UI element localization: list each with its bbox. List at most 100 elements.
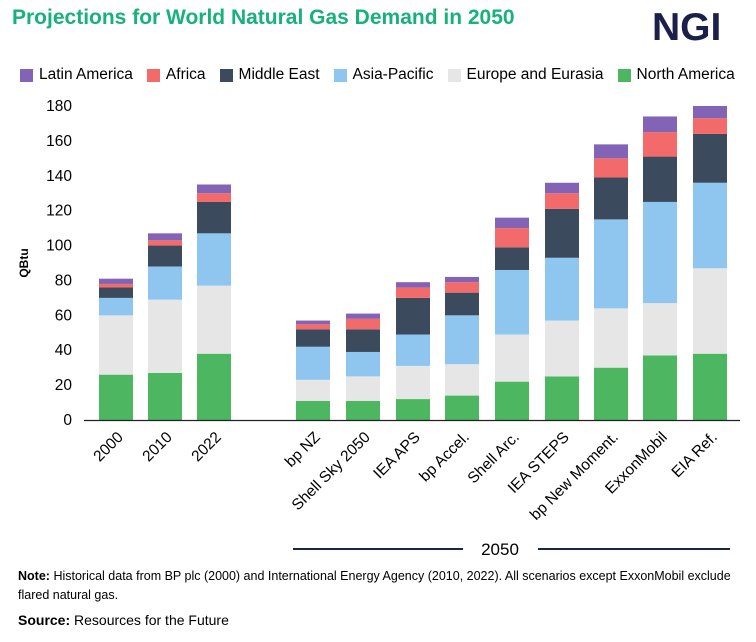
x-tick-label: EIA Ref.: [669, 429, 721, 481]
x-tick-label: 2000: [90, 429, 127, 466]
bar-segment-africa: [99, 283, 133, 288]
legend-swatch: [219, 68, 233, 82]
bar-segment-asia-pacific: [445, 315, 479, 365]
legend-item-africa: Africa: [146, 66, 206, 84]
bar-segment-middle-east: [445, 292, 479, 316]
bar-segment-europe-and-eurasia: [396, 365, 430, 400]
legend-swatch: [20, 68, 33, 82]
bar-segment-africa: [495, 228, 529, 248]
bar-segment-africa: [545, 193, 579, 209]
legend-label: North America: [636, 66, 735, 83]
bar-segment-africa: [296, 324, 330, 330]
legend-item-europe-and-eurasia: Europe and Eurasia: [447, 66, 604, 84]
bar-segment-asia-pacific: [296, 346, 330, 380]
bar-segment-europe-and-eurasia: [148, 299, 182, 373]
bar-segment-middle-east: [148, 245, 182, 267]
bar-segment-middle-east: [495, 247, 529, 270]
y-tick-label: 40: [55, 342, 73, 359]
bar-segment-north-america: [545, 376, 579, 420]
bar-segment-europe-and-eurasia: [495, 334, 529, 382]
bar-segment-middle-east: [643, 156, 677, 202]
bar-segment-middle-east: [346, 329, 380, 352]
y-tick-label: 140: [46, 168, 72, 185]
bar-segment-asia-pacific: [99, 297, 133, 316]
bar-segment-middle-east: [594, 177, 628, 220]
bar-segment-asia-pacific: [545, 257, 579, 321]
bar-segment-africa: [594, 158, 628, 178]
bar-segment-latin-america: [693, 106, 727, 119]
bar-segment-europe-and-eurasia: [346, 376, 380, 401]
bar-segment-asia-pacific: [495, 269, 529, 335]
bar-segment-asia-pacific: [643, 201, 677, 304]
bar-segment-africa: [396, 287, 430, 298]
bar-segment-africa: [693, 118, 727, 134]
legend-item-north-america: North America: [617, 66, 735, 84]
bar-segment-latin-america: [148, 233, 182, 241]
bar-segment-middle-east: [545, 208, 579, 258]
bar-segment-north-america: [296, 400, 330, 420]
legend-label: Europe and Eurasia: [466, 66, 604, 83]
bar-segment-latin-america: [396, 282, 430, 288]
bar-segment-latin-america: [296, 320, 330, 325]
y-tick-label: 0: [63, 412, 72, 429]
bar-segment-north-america: [197, 353, 231, 420]
legend-swatch: [333, 68, 347, 82]
legend-label: Africa: [165, 66, 206, 83]
bar-segment-europe-and-eurasia: [545, 320, 579, 377]
bar-segment-africa: [445, 282, 479, 293]
ngi-logo: NGI: [652, 6, 722, 49]
footnote: Note: Historical data from BP plc (2000)…: [18, 567, 738, 605]
bar-segment-europe-and-eurasia: [594, 308, 628, 368]
x-tick-label: 2022: [188, 429, 224, 465]
bar-segment-north-america: [99, 374, 133, 420]
legend-swatch: [447, 68, 461, 82]
source-text: Resources for the Future: [74, 612, 229, 628]
legend-swatch: [146, 68, 160, 82]
bar-segment-north-america: [346, 400, 380, 420]
y-tick-label: 120: [46, 203, 72, 220]
x-tick-label: bp Accel.: [416, 429, 473, 486]
bar-segment-north-america: [495, 381, 529, 420]
chart-legend: Latin America Africa Middle East Asia-Pacif…: [20, 66, 735, 84]
note-label: Note:: [18, 569, 50, 583]
bar-segment-north-america: [445, 395, 479, 420]
bar-segment-latin-america: [594, 144, 628, 159]
source-label: Source:: [18, 612, 71, 628]
bar-segment-asia-pacific: [148, 266, 182, 300]
bar-segment-middle-east: [396, 297, 430, 335]
bar-segment-latin-america: [346, 313, 380, 319]
bar-segment-europe-and-eurasia: [643, 303, 677, 356]
y-tick-label: 100: [46, 238, 72, 255]
bar-segment-europe-and-eurasia: [99, 315, 133, 375]
y-tick-label: 160: [46, 133, 72, 150]
bar-segment-north-america: [594, 367, 628, 420]
bar-segment-europe-and-eurasia: [296, 379, 330, 401]
legend-item-asia-pacific: Asia-Pacific: [333, 66, 434, 84]
bar-segment-latin-america: [197, 184, 231, 194]
bar-segment-latin-america: [545, 182, 579, 194]
bar-segment-asia-pacific: [693, 182, 727, 269]
chart-canvas: 0 20 40 60 80 100 120 140 160 180 QBtu 2000 2010 2022…: [17, 98, 740, 559]
bar-segment-asia-pacific: [396, 334, 430, 366]
bar-segment-middle-east: [99, 287, 133, 298]
bar-segment-middle-east: [296, 329, 330, 347]
y-tick-label: 60: [55, 307, 73, 324]
bar-segment-asia-pacific: [346, 351, 380, 377]
x-tick-label: 2010: [139, 429, 176, 466]
bar-segment-middle-east: [197, 201, 231, 234]
legend-item-latin-america: Latin America: [20, 66, 133, 84]
bar-segment-latin-america: [643, 116, 677, 133]
bar-segment-latin-america: [445, 276, 479, 283]
bar-segment-africa: [148, 240, 182, 246]
y-tick-label: 180: [46, 98, 72, 115]
y-axis-label: QBtu: [17, 248, 31, 277]
x-tick-label: bp NZ: [282, 429, 324, 471]
legend-label: Latin America: [39, 66, 133, 83]
bar-segment-asia-pacific: [594, 219, 628, 309]
bar-segment-africa: [346, 318, 380, 330]
bar-segment-latin-america: [99, 278, 133, 284]
bar-segment-europe-and-eurasia: [445, 364, 479, 396]
bar-segment-north-america: [148, 372, 182, 420]
bar-segment-north-america: [643, 355, 677, 420]
bar-segment-europe-and-eurasia: [693, 268, 727, 354]
